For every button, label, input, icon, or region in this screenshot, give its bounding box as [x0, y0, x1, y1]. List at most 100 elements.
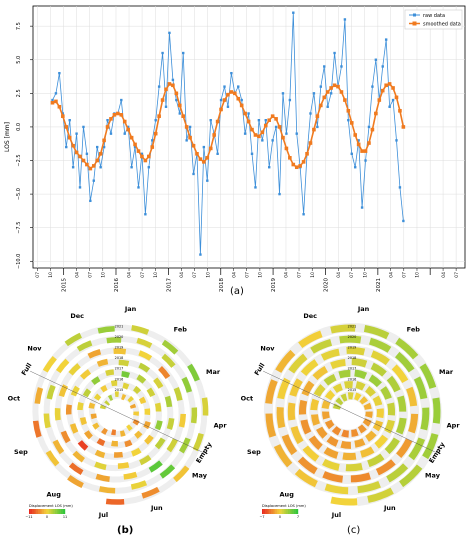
- colorbar-segment: [64, 509, 65, 514]
- y-tick-label: 2.5: [16, 89, 22, 97]
- month-label: Apr: [447, 422, 461, 430]
- smoothed-data-point: [61, 114, 65, 118]
- smoothed-data-point: [130, 136, 134, 140]
- smoothed-data-point: [240, 104, 244, 108]
- colorbar-segment: [57, 509, 58, 514]
- colorbar-segment: [272, 509, 273, 514]
- x-month-label: 07: [87, 272, 93, 278]
- ring-year-label: 2016: [348, 377, 357, 381]
- y-tick-label: −10.0: [16, 254, 22, 269]
- colorbar-segment: [52, 509, 53, 514]
- x-year-label: 2015: [62, 278, 68, 292]
- month-label: May: [425, 471, 441, 479]
- spiral-segment: [351, 476, 370, 479]
- colorbar-segment: [294, 509, 295, 514]
- colorbar-segment: [263, 509, 264, 514]
- spiral-segment: [157, 421, 160, 429]
- colorbar-tick-label: 0: [279, 515, 281, 519]
- x-year-label: 2019: [271, 278, 277, 292]
- spiral-segment: [424, 408, 426, 430]
- ring-year-label: 2015: [348, 388, 357, 392]
- x-month-label: 10: [48, 272, 54, 278]
- spiral-segment: [141, 398, 143, 403]
- raw-data-point: [168, 32, 170, 34]
- smoothed-data-point: [58, 105, 62, 109]
- raw-data-point: [361, 206, 363, 208]
- smoothed-data-point: [71, 144, 75, 148]
- colorbar-segment: [37, 509, 38, 514]
- raw-data-point: [220, 99, 222, 101]
- spiral-segment: [391, 403, 392, 415]
- x-year-label: 2020: [323, 278, 329, 292]
- smoothed-data-point: [302, 160, 306, 164]
- month-label: Aug: [280, 491, 295, 499]
- spiral-segment: [103, 406, 104, 409]
- raw-data-point: [392, 99, 394, 101]
- spiral-segment: [122, 374, 130, 376]
- spiral-segment: [150, 463, 161, 471]
- colorbar-segment: [42, 509, 43, 514]
- smoothed-data-point: [322, 96, 326, 100]
- smoothed-data-point: [223, 98, 227, 102]
- ring-year-label: 2020: [115, 335, 124, 339]
- colorbar-segment: [51, 509, 52, 514]
- colorbar-segment: [41, 509, 42, 514]
- smoothed-data-point: [95, 159, 99, 163]
- raw-data-point: [203, 146, 205, 148]
- legend-smooth-marker: [413, 22, 417, 26]
- raw-data-point: [55, 92, 57, 94]
- spiral-segment: [329, 439, 338, 444]
- month-label: Jan: [124, 305, 137, 313]
- colorbar-segment: [29, 509, 30, 514]
- smoothed-data-point: [140, 155, 144, 159]
- raw-data-point: [402, 220, 404, 222]
- spiral-segment: [48, 452, 57, 465]
- smoothed-data-point: [147, 155, 151, 159]
- spiral-segment: [139, 353, 150, 359]
- y-axis-label: LOS [mm]: [4, 122, 11, 152]
- colorbar-segment: [39, 509, 40, 514]
- smoothed-data-point: [326, 90, 330, 94]
- month-label: Jul: [331, 511, 341, 519]
- x-month-label: 04: [127, 272, 133, 278]
- ring-year-label: 2019: [115, 346, 124, 350]
- raw-data-point: [237, 85, 239, 87]
- raw-data-point: [158, 85, 160, 87]
- raw-data-point: [210, 119, 212, 121]
- spiral-segment: [335, 387, 342, 390]
- smoothed-data-point: [340, 90, 344, 94]
- spiral-segment: [118, 465, 129, 466]
- ring-year-label: 2021: [348, 325, 357, 329]
- raw-data-point: [351, 153, 353, 155]
- raw-data-point: [182, 52, 184, 54]
- raw-data-point: [282, 92, 284, 94]
- colorbar-segment: [274, 509, 275, 514]
- smoothed-data-point: [319, 104, 323, 108]
- smoothed-data-point: [371, 128, 375, 132]
- spiral-segment: [334, 429, 339, 433]
- legend-smooth-label: smoothed data: [423, 22, 461, 28]
- spiral-segment: [85, 390, 89, 396]
- smoothed-data-point: [144, 159, 148, 163]
- spiral-segment: [376, 421, 380, 429]
- full-label: Full: [20, 361, 34, 376]
- spiral-segment: [182, 414, 184, 427]
- spiral-segment: [314, 400, 316, 410]
- colorbar-segment: [262, 509, 263, 514]
- raw-data-point: [316, 126, 318, 128]
- spiral-segment: [347, 350, 365, 352]
- raw-data-point: [388, 106, 390, 108]
- spiral-segment: [106, 372, 114, 373]
- month-label: Aug: [47, 491, 62, 499]
- spiral-segment: [367, 404, 369, 409]
- spiral-segment: [328, 421, 332, 427]
- x-month-label: 04: [231, 272, 237, 278]
- raw-data-point: [206, 179, 208, 181]
- raw-data-point: [323, 65, 325, 67]
- smoothed-data-point: [205, 156, 209, 160]
- spiral-segment: [169, 418, 171, 429]
- spiral-segment: [194, 408, 195, 423]
- spiral-segment: [387, 439, 397, 451]
- smoothed-data-point: [192, 144, 196, 148]
